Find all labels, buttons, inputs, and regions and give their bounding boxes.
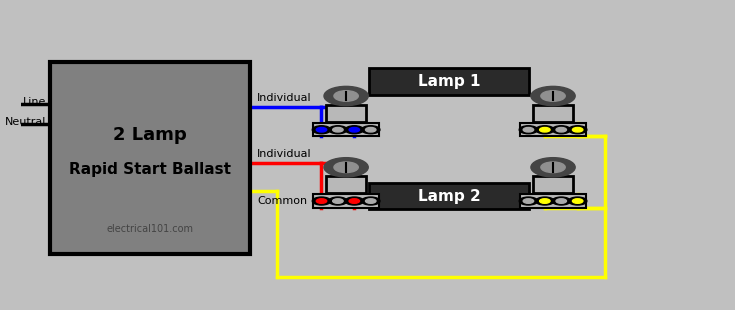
- Circle shape: [312, 126, 331, 134]
- Circle shape: [568, 126, 587, 134]
- Circle shape: [556, 199, 567, 203]
- Text: Line: Line: [23, 97, 46, 107]
- Circle shape: [541, 91, 565, 101]
- FancyBboxPatch shape: [369, 68, 529, 95]
- Circle shape: [536, 197, 554, 205]
- Text: Lamp 1: Lamp 1: [418, 74, 481, 89]
- Circle shape: [333, 199, 343, 203]
- Circle shape: [523, 127, 534, 132]
- Circle shape: [519, 197, 537, 205]
- Circle shape: [568, 197, 587, 205]
- Circle shape: [349, 199, 359, 203]
- Text: Individual: Individual: [257, 149, 312, 159]
- Circle shape: [362, 197, 380, 205]
- Circle shape: [573, 199, 583, 203]
- Circle shape: [519, 126, 537, 134]
- Circle shape: [329, 126, 347, 134]
- Text: 2 Lamp: 2 Lamp: [113, 126, 187, 144]
- Circle shape: [349, 127, 359, 132]
- Circle shape: [324, 158, 368, 177]
- Circle shape: [334, 162, 358, 173]
- Circle shape: [334, 91, 358, 101]
- Circle shape: [362, 126, 380, 134]
- Circle shape: [552, 126, 570, 134]
- Circle shape: [333, 127, 343, 132]
- Circle shape: [312, 197, 331, 205]
- Circle shape: [316, 199, 326, 203]
- Circle shape: [345, 126, 364, 134]
- FancyBboxPatch shape: [326, 176, 366, 193]
- Circle shape: [539, 127, 550, 132]
- Text: Neutral: Neutral: [5, 117, 46, 126]
- FancyBboxPatch shape: [533, 104, 573, 122]
- Circle shape: [324, 86, 368, 106]
- FancyBboxPatch shape: [369, 183, 529, 209]
- FancyBboxPatch shape: [313, 194, 379, 208]
- Text: Common: Common: [257, 196, 307, 206]
- Text: Lamp 2: Lamp 2: [417, 188, 481, 204]
- Circle shape: [365, 199, 376, 203]
- Circle shape: [329, 197, 347, 205]
- Circle shape: [531, 158, 576, 177]
- Text: electrical101.com: electrical101.com: [107, 224, 193, 234]
- FancyBboxPatch shape: [50, 62, 250, 254]
- FancyBboxPatch shape: [533, 176, 573, 193]
- Circle shape: [573, 127, 583, 132]
- Circle shape: [536, 126, 554, 134]
- Circle shape: [556, 127, 567, 132]
- FancyBboxPatch shape: [520, 123, 586, 136]
- Circle shape: [552, 197, 570, 205]
- Circle shape: [541, 162, 565, 173]
- Circle shape: [539, 199, 550, 203]
- FancyBboxPatch shape: [313, 123, 379, 136]
- Circle shape: [316, 127, 326, 132]
- Text: Individual: Individual: [257, 93, 312, 103]
- Circle shape: [531, 86, 576, 106]
- Circle shape: [345, 197, 364, 205]
- Circle shape: [523, 199, 534, 203]
- Circle shape: [365, 127, 376, 132]
- FancyBboxPatch shape: [520, 194, 586, 208]
- FancyBboxPatch shape: [326, 104, 366, 122]
- Text: Rapid Start Ballast: Rapid Start Ballast: [69, 162, 231, 177]
